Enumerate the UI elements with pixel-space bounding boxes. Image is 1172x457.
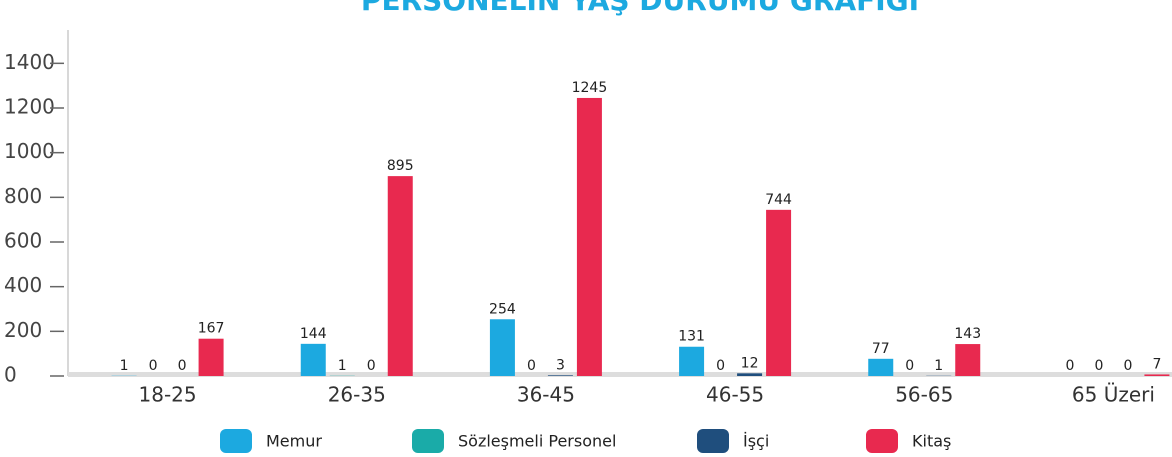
legend-swatch xyxy=(220,429,252,453)
y-tick-label: 200 xyxy=(4,318,42,342)
value-label: 77 xyxy=(872,341,890,357)
value-label: 131 xyxy=(678,329,705,345)
x-tick-label: 65 Üzeri xyxy=(1072,383,1155,407)
value-label: 0 xyxy=(905,358,914,374)
y-tick-label: 1000 xyxy=(4,139,55,163)
legend-label: Sözleşmeli Personel xyxy=(458,432,616,451)
y-tick-label: 400 xyxy=(4,273,42,297)
bar xyxy=(576,97,602,376)
value-label: 0 xyxy=(1123,358,1132,374)
bar xyxy=(737,373,763,376)
bar xyxy=(868,358,894,376)
value-label: 0 xyxy=(1065,358,1074,374)
value-label: 0 xyxy=(149,358,158,374)
value-label: 0 xyxy=(178,358,187,374)
value-label: 12 xyxy=(741,355,759,371)
value-label: 0 xyxy=(1094,358,1103,374)
value-label: 167 xyxy=(198,321,225,337)
legend-label: Kitaş xyxy=(912,432,951,451)
y-tick-label: 0 xyxy=(4,363,17,387)
value-label: 0 xyxy=(716,358,725,374)
value-label: 744 xyxy=(765,192,792,208)
legend-swatch xyxy=(866,429,898,453)
legend-label: Memur xyxy=(266,432,322,451)
value-label: 1 xyxy=(120,358,129,374)
bar xyxy=(1144,374,1170,376)
value-label: 143 xyxy=(954,326,981,342)
value-label: 3 xyxy=(556,357,565,373)
y-tick-label: 800 xyxy=(4,184,42,208)
bar xyxy=(547,375,573,376)
bar xyxy=(489,319,515,376)
y-tick-label: 1400 xyxy=(4,50,55,74)
value-label: 1 xyxy=(934,358,943,374)
legend-swatch xyxy=(412,429,444,453)
value-label: 144 xyxy=(300,326,327,342)
x-tick-label: 26-35 xyxy=(328,383,386,407)
bar xyxy=(198,338,224,376)
bar xyxy=(300,343,326,376)
legend-swatch xyxy=(697,429,729,453)
bar xyxy=(387,176,413,376)
x-tick-label: 46-55 xyxy=(706,383,764,407)
y-tick-label: 600 xyxy=(4,229,42,253)
bar xyxy=(955,344,981,376)
value-label: 895 xyxy=(387,158,414,174)
value-label: 0 xyxy=(367,358,376,374)
x-tick-label: 56-65 xyxy=(895,383,953,407)
x-tick-label: 18-25 xyxy=(139,383,197,407)
chart-title: PERSONELİN YAŞ DURUMU GRAFİĞİ xyxy=(361,0,919,17)
value-label: 0 xyxy=(527,358,536,374)
value-label: 1 xyxy=(338,358,347,374)
bar xyxy=(679,346,705,376)
legend-label: İşçi xyxy=(743,432,769,451)
x-tick-label: 36-45 xyxy=(517,383,575,407)
value-label: 1245 xyxy=(572,80,608,96)
y-tick-label: 1200 xyxy=(4,95,55,119)
value-label: 254 xyxy=(489,301,516,317)
bar xyxy=(766,209,792,376)
x-axis xyxy=(68,372,1172,377)
value-label: 7 xyxy=(1152,356,1161,372)
